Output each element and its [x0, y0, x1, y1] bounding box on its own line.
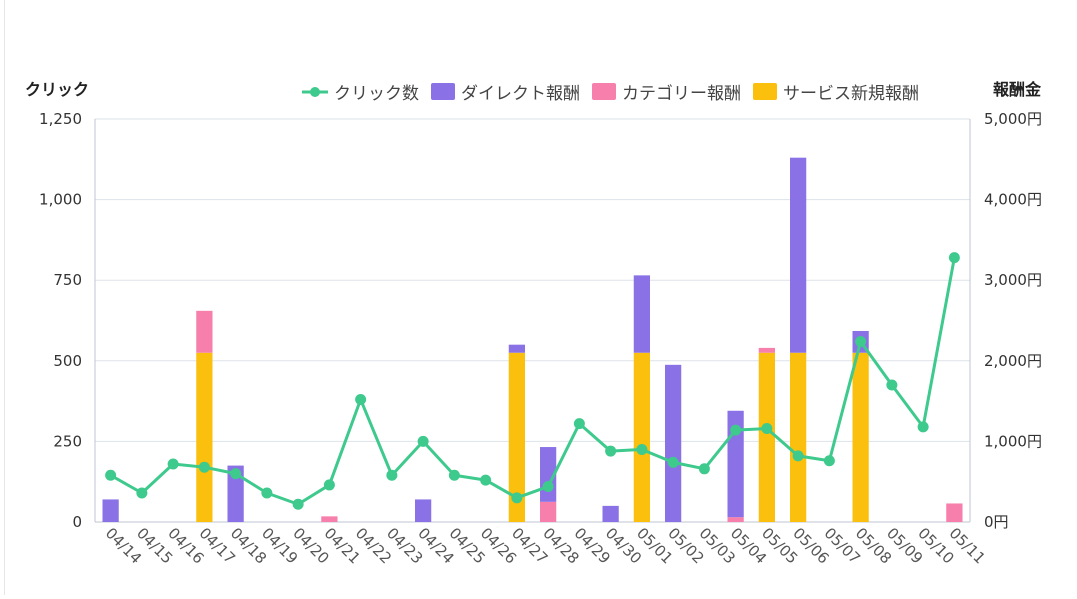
click-point: [136, 487, 148, 499]
click-point: [698, 463, 710, 475]
click-point: [667, 456, 679, 468]
y-right-tick-label: 0円: [984, 513, 1009, 531]
bar-segment: [790, 352, 807, 522]
legend-label: ダイレクト報酬: [461, 84, 580, 104]
click-point: [417, 435, 429, 447]
bar-segment: [727, 517, 744, 522]
y-right-tick-label: 5,000円: [984, 110, 1042, 128]
click-point: [386, 469, 398, 481]
bar-layer: [102, 157, 963, 522]
legend-label: カテゴリー報酬: [622, 83, 741, 104]
click-point: [480, 474, 492, 486]
click-point: [948, 252, 960, 264]
legend: クリック数 ダイレクト報酬 カテゴリー報酬 サービス新規報酬: [302, 83, 919, 104]
bar-segment: [852, 352, 869, 522]
click-point: [355, 393, 367, 405]
click-point: [261, 487, 273, 499]
y-left-tick-label: 500: [53, 352, 82, 370]
click-point: [636, 443, 648, 455]
bar-segment: [508, 352, 525, 522]
bar-segment: [540, 501, 557, 522]
click-point: [292, 498, 304, 510]
y-left-tick-label: 1,000: [39, 191, 82, 209]
click-point: [167, 458, 179, 470]
bar-segment: [758, 347, 775, 353]
bar-segment: [415, 499, 432, 522]
click-point: [448, 469, 460, 481]
bar-segment: [102, 499, 119, 522]
bar-segment: [602, 505, 619, 522]
bar-segment: [665, 364, 682, 522]
grid-lines: [95, 118, 970, 523]
bar-segment: [790, 157, 807, 353]
click-point: [323, 479, 335, 491]
click-point: [917, 421, 929, 433]
y-right-axis-title: 報酬金: [993, 80, 1042, 99]
y-left-tick-label: 750: [53, 271, 82, 289]
bar-segment: [227, 465, 244, 522]
legend-label: クリック数: [334, 84, 419, 104]
y-left-tick-label: 0: [72, 513, 82, 531]
click-point: [605, 445, 617, 457]
click-point: [886, 379, 898, 391]
legend-label: サービス新規報酬: [783, 84, 919, 104]
legend-swatch: [753, 83, 777, 100]
click-point: [573, 418, 585, 430]
legend-swatch: [592, 83, 616, 100]
click-line: [109, 257, 956, 506]
bar-segment: [321, 516, 338, 522]
y-left-tick-label: 250: [53, 432, 82, 450]
bar-segment: [633, 352, 650, 522]
click-point: [198, 461, 210, 473]
click-point: [792, 450, 804, 462]
frame-border: [4, 0, 5, 595]
bar-segment: [946, 503, 963, 522]
click-point: [730, 424, 742, 436]
legend-swatch: [431, 83, 455, 100]
y-left-axis-title: クリック: [25, 80, 89, 99]
click-point: [230, 468, 242, 480]
legend-line-swatch-dot: [310, 87, 320, 97]
bar-segment: [196, 310, 213, 353]
y-right-tick-label: 4,000円: [984, 191, 1042, 209]
y-right-tick-label: 3,000円: [984, 271, 1042, 289]
line-layer: [105, 252, 960, 510]
bar-segment: [758, 352, 775, 522]
click-point: [511, 492, 523, 504]
x-tick-label: 05/11: [946, 524, 989, 567]
y-right-tick-label: 2,000円: [984, 352, 1042, 370]
y-left-tick-label: 1,250: [39, 110, 82, 128]
y-right-tick-label: 1,000円: [984, 432, 1042, 450]
click-point: [761, 423, 773, 435]
bar-segment: [508, 344, 525, 353]
click-point: [855, 335, 867, 347]
click-point: [105, 469, 117, 481]
click-point: [823, 455, 835, 467]
bar-segment: [633, 275, 650, 353]
click-point: [542, 481, 554, 493]
bar-segment: [196, 352, 213, 522]
